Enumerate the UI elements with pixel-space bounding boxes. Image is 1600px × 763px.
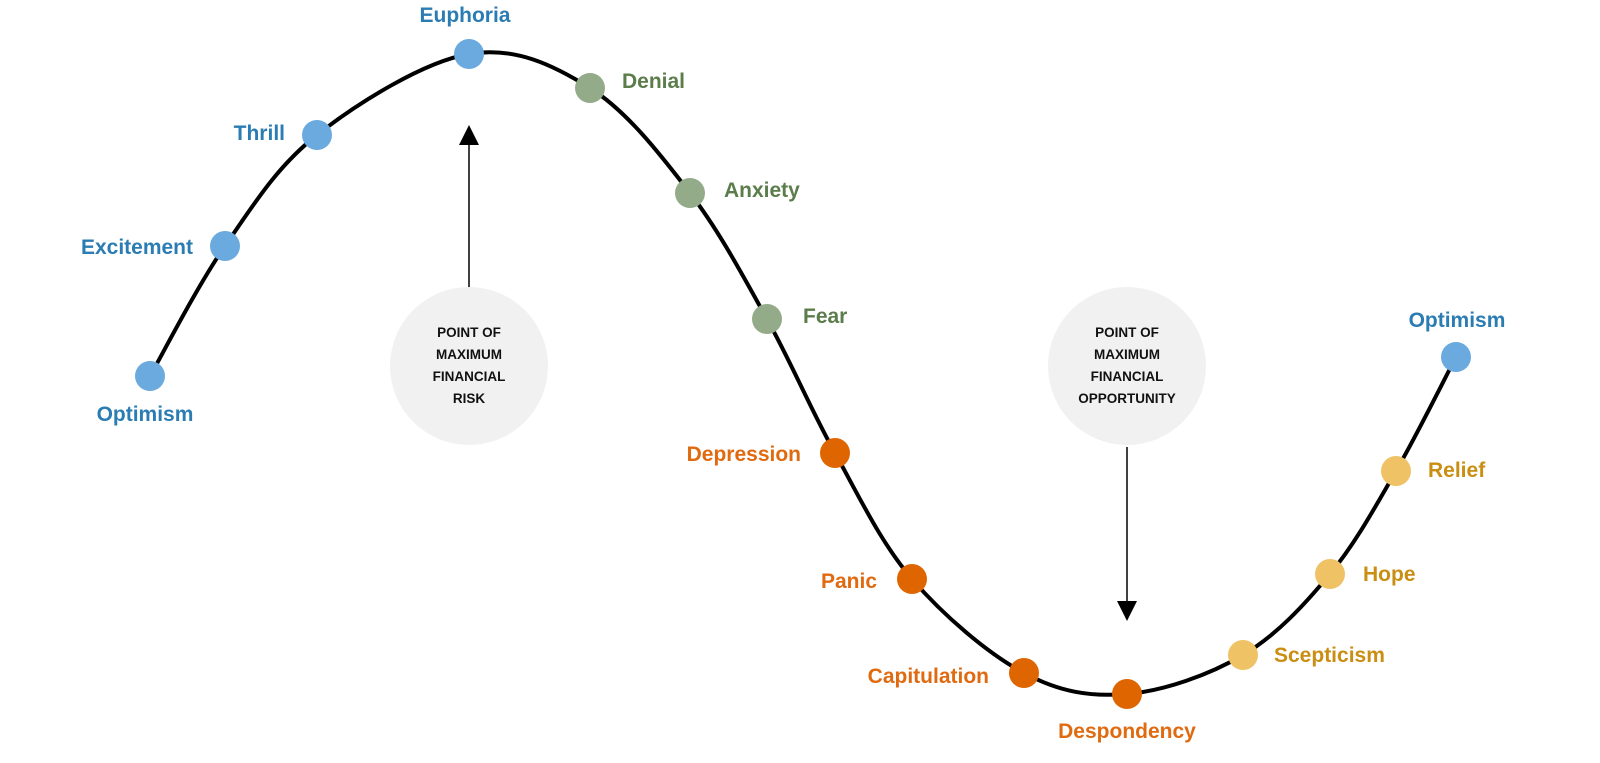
opportunity-callout-circle (1048, 287, 1206, 445)
stage-dot-thrill (302, 120, 332, 150)
stages: Optimism Excitement Thrill Euphoria Denial An… (81, 4, 1505, 743)
stage-dot-optimism (135, 361, 165, 391)
stage-label-optimism: Optimism (1409, 309, 1506, 332)
opportunity-line-2: MAXIMUM (1094, 347, 1160, 362)
arrow-down-icon (1117, 601, 1137, 621)
stage-label-panic: Panic (821, 570, 877, 593)
stage-label-depression: Depression (687, 443, 801, 466)
stage-label-hope: Hope (1363, 563, 1416, 586)
cycle-curve (148, 50, 1458, 697)
risk-line-1: POINT OF (437, 325, 501, 340)
stage-dot-scepticism (1228, 640, 1258, 670)
stage-label-optimism: Optimism (97, 403, 194, 426)
risk-line-2: MAXIMUM (436, 347, 502, 362)
opportunity-callout: POINT OF MAXIMUM FINANCIAL OPPORTUNITY (1048, 287, 1206, 621)
risk-line-4: RISK (453, 391, 486, 406)
stage-label-relief: Relief (1428, 459, 1486, 482)
arrow-up-icon (459, 125, 479, 145)
stage-dot-despondency (1112, 679, 1142, 709)
risk-callout-circle (390, 287, 548, 445)
stage-label-euphoria: Euphoria (419, 4, 510, 27)
stage-dot-denial (575, 73, 605, 103)
stage-label-denial: Denial (622, 70, 685, 93)
stage-label-scepticism: Scepticism (1274, 644, 1385, 667)
stage-dot-anxiety (675, 178, 705, 208)
stage-label-anxiety: Anxiety (724, 179, 800, 202)
stage-dot-panic (897, 564, 927, 594)
risk-line-3: FINANCIAL (433, 369, 506, 384)
opportunity-line-4: OPPORTUNITY (1078, 391, 1176, 406)
stage-label-thrill: Thrill (234, 122, 285, 145)
stage-dot-optimism (1441, 342, 1471, 372)
stage-label-fear: Fear (803, 305, 847, 328)
stage-dot-excitement (210, 231, 240, 261)
risk-callout: POINT OF MAXIMUM FINANCIAL RISK (390, 125, 548, 445)
stage-dot-euphoria (454, 39, 484, 69)
opportunity-line-3: FINANCIAL (1091, 369, 1164, 384)
stage-dot-fear (752, 304, 782, 334)
stage-label-despondency: Despondency (1058, 720, 1196, 743)
stage-dot-relief (1381, 456, 1411, 486)
stage-label-capitulation: Capitulation (868, 665, 989, 688)
stage-dot-hope (1315, 559, 1345, 589)
stage-label-excitement: Excitement (81, 236, 193, 259)
stage-dot-capitulation (1009, 658, 1039, 688)
stage-dot-depression (820, 438, 850, 468)
opportunity-line-1: POINT OF (1095, 325, 1159, 340)
